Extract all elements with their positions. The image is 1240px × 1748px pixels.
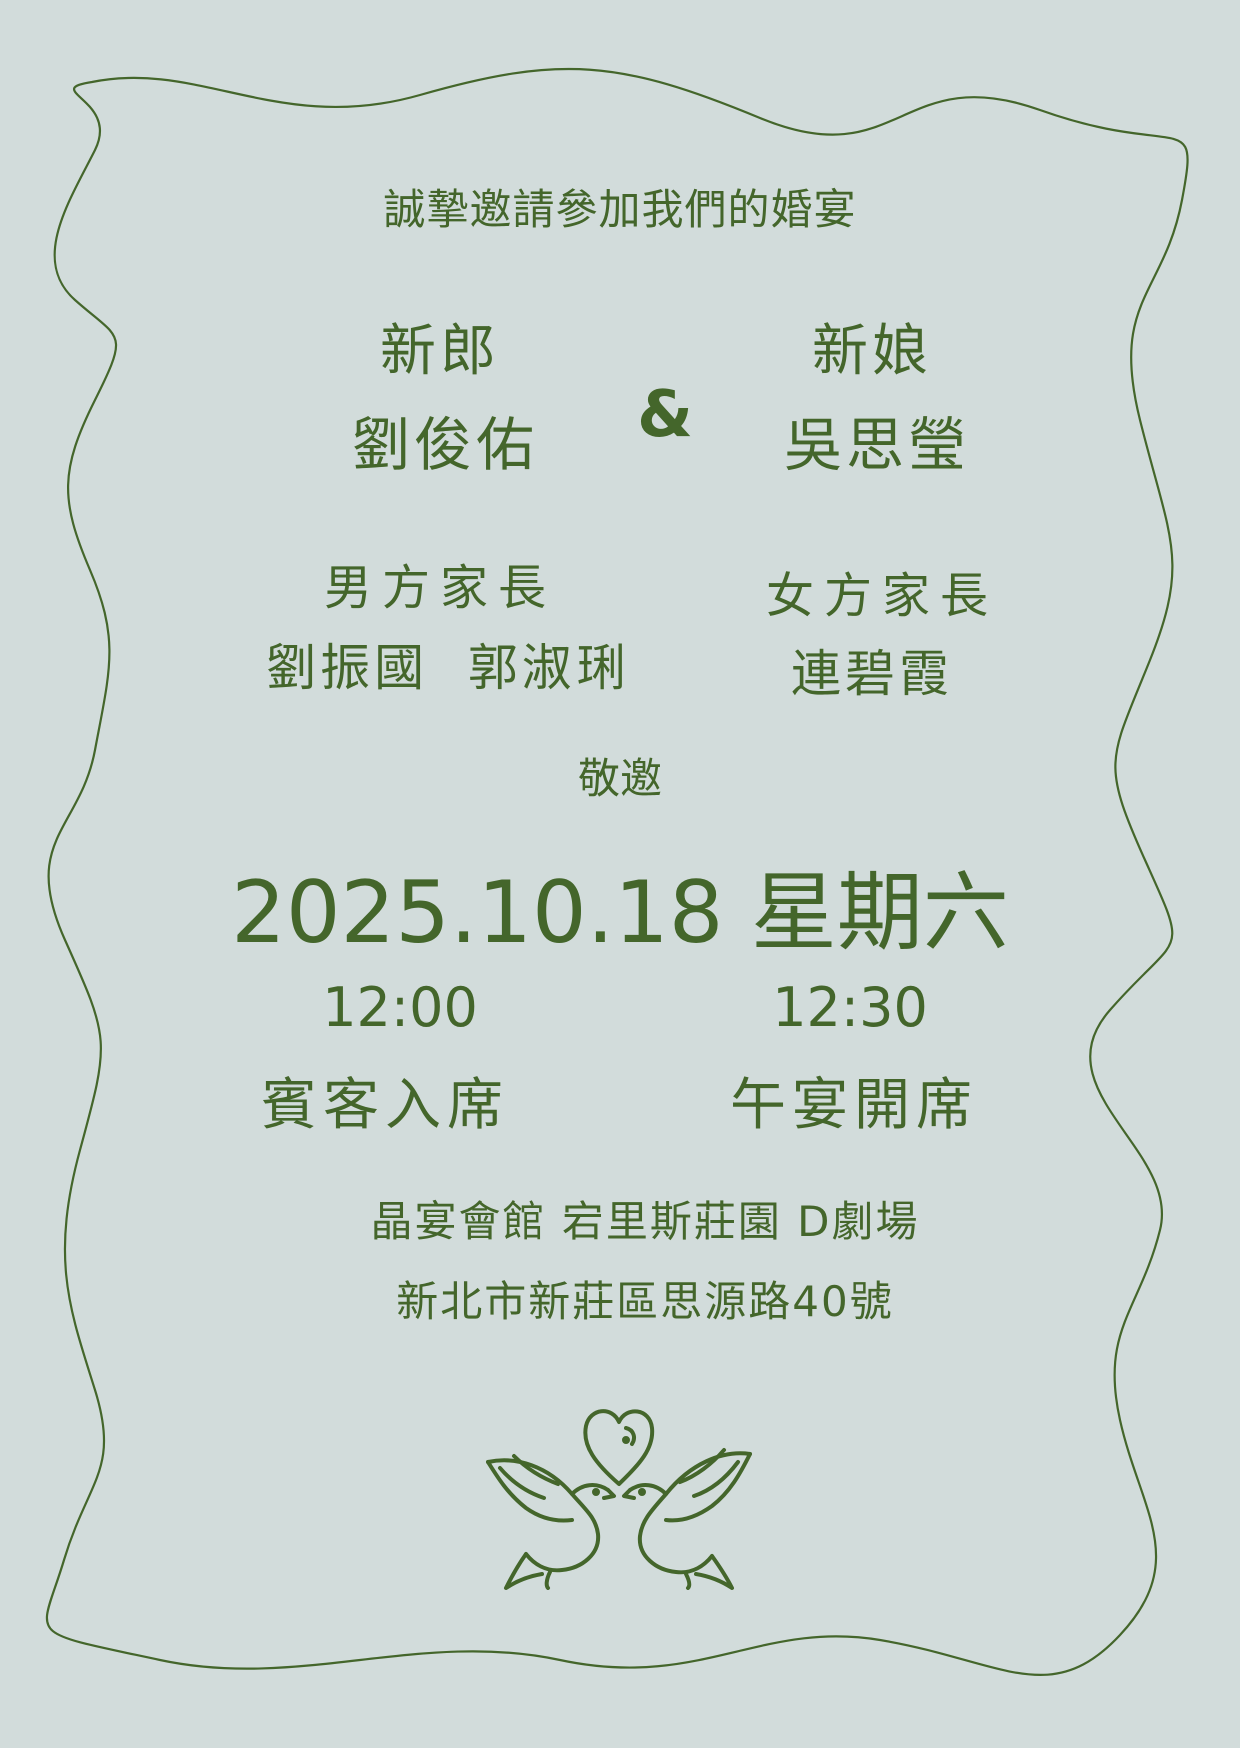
groom-role: 新郎 <box>380 319 500 384</box>
guest-arrival-label: 賓客入席 <box>261 1073 509 1138</box>
groom-parents-names: 劉振國 郭淑琍 <box>266 639 630 697</box>
invitation-heading: 誠摯邀請參加我們的婚宴 <box>383 185 857 234</box>
banquet-start-label: 午宴開席 <box>730 1073 978 1138</box>
guest-arrival-time: 12:00 <box>322 976 478 1039</box>
bride-parents-names: 連碧霞 <box>791 645 953 703</box>
wedding-date: 2025.10.18 星期六 <box>231 863 1009 963</box>
respectfully-invite: 敬邀 <box>577 754 662 803</box>
doves-heart-icon <box>486 1409 752 1590</box>
venue-address: 新北市新莊區思源路40號 <box>396 1277 894 1326</box>
ampersand: & <box>637 378 693 452</box>
groom-name: 劉俊佑 <box>351 411 538 479</box>
banquet-start-time: 12:30 <box>772 976 928 1039</box>
groom-parents-role: 男方家長 <box>323 560 556 616</box>
bride-parents-role: 女方家長 <box>765 568 998 624</box>
venue-name: 晶宴會館 宕里斯莊園 D劇場 <box>370 1197 920 1246</box>
bride-name: 吳思瑩 <box>783 411 970 479</box>
bride-role: 新娘 <box>812 319 932 384</box>
